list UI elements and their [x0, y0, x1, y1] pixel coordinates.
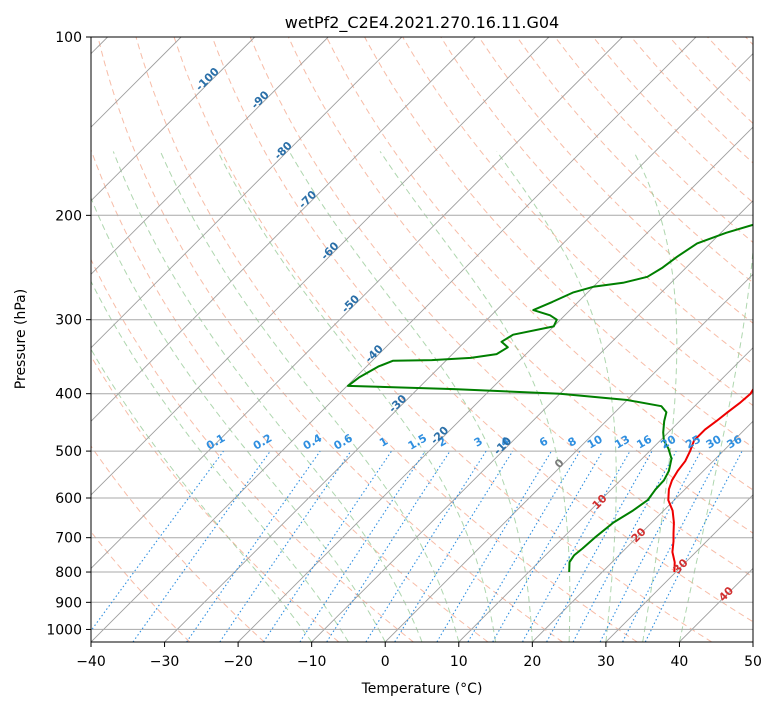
dewpoint-profile-line: [346, 223, 753, 573]
isotherm-line: [237, 126, 753, 642]
y-tick-label: 1000: [46, 622, 82, 638]
dry-adiabat-line: [249, 37, 753, 578]
isotherm-line: [91, 37, 329, 275]
isotherm-line: [605, 494, 753, 642]
moist-adiabat-line: [91, 348, 313, 642]
dry-adiabat-line: [630, 37, 753, 164]
x-tick-label: −10: [297, 654, 327, 670]
dry-adiabat-line: [97, 37, 563, 642]
sounding-lines: [346, 223, 753, 573]
isotherm-line: [91, 37, 550, 496]
x-tick-label: −40: [76, 654, 106, 670]
mixing-ratio-line: [522, 450, 631, 642]
x-tick-label: −20: [223, 654, 253, 670]
isotherm-line: [91, 37, 697, 642]
mixing-ratio-line: [219, 450, 352, 642]
dry-adiabat-line: [173, 37, 713, 642]
background-lines: [91, 37, 753, 642]
dry-adiabat-line: [592, 37, 753, 204]
moist-adiabat-line: [496, 151, 617, 642]
y-tick-label: 600: [55, 491, 82, 507]
dry-adiabat-line: [135, 37, 638, 642]
x-tick-label: 50: [744, 654, 762, 670]
mixing-ratio-line: [186, 450, 321, 642]
dry-adiabat-line: [478, 37, 753, 324]
y-tick-label: 200: [55, 208, 82, 224]
dry-adiabat-line: [91, 258, 414, 642]
moist-adiabat-line: [91, 280, 349, 642]
mixing-ratio-line: [492, 450, 604, 642]
x-tick-label: 40: [671, 654, 689, 670]
mixing-ratio-line: [572, 450, 677, 642]
mixing-ratio-line: [394, 450, 514, 642]
mixing-ratio-line: [132, 450, 271, 642]
moist-adiabat-line: [379, 151, 571, 642]
isotherm-line: [91, 37, 403, 349]
x-tick-label: 30: [597, 654, 615, 670]
y-tick-label: 100: [55, 30, 82, 46]
chart-title: wetPf2_C2E4.2021.270.16.11.G04: [285, 13, 559, 33]
y-tick-label: 500: [55, 444, 82, 460]
y-tick-label: 400: [55, 387, 82, 403]
y-tick-label: 700: [55, 531, 82, 547]
y-tick-label: 800: [55, 565, 82, 581]
dry-adiabat-line: [287, 37, 753, 534]
mixing-ratio-line: [91, 450, 224, 632]
isotherm-line: [91, 37, 256, 202]
dry-adiabat-line: [326, 37, 753, 491]
moist-adiabat-line: [633, 151, 678, 642]
mixing-ratio-line: [467, 450, 581, 642]
dry-adiabat-line: [402, 37, 753, 407]
axes: −40 −30 −20 −10 0 10 20 30 40 50 1000 900 800 700 600 5…: [46, 30, 762, 670]
plot-area: [91, 37, 753, 642]
isotherm-line: [752, 641, 753, 642]
x-tick-label: 0: [381, 654, 390, 670]
plot-frame: [90, 36, 754, 643]
x-axis-title: Temperature (°C): [361, 681, 483, 697]
temperature-profile-line: [667, 387, 753, 573]
y-tick-label: 300: [55, 313, 82, 329]
isotherm-line: [91, 37, 476, 422]
y-tick-label: 900: [55, 595, 82, 611]
moist-adiabat-line: [288, 151, 533, 642]
x-tick-label: 10: [450, 654, 468, 670]
mixing-ratio-line: [326, 450, 451, 642]
x-tick-label: −30: [150, 654, 180, 670]
isotherm-line: [531, 420, 753, 642]
isotherm-line: [311, 200, 753, 642]
x-tick-label: 20: [523, 654, 541, 670]
isotherm-line: [384, 273, 753, 642]
mixing-ratio-line: [546, 450, 653, 642]
dry-adiabat-line: [91, 445, 265, 642]
dry-adiabat-line: [211, 37, 753, 623]
isotherm-line: [91, 37, 623, 570]
mixing-ratio-line: [436, 450, 552, 642]
mixing-ratio-line: [365, 450, 487, 642]
isotherm-line: [458, 347, 753, 642]
y-axis-title: Pressure (hPa): [13, 289, 29, 389]
isotherm-line: [164, 52, 753, 642]
